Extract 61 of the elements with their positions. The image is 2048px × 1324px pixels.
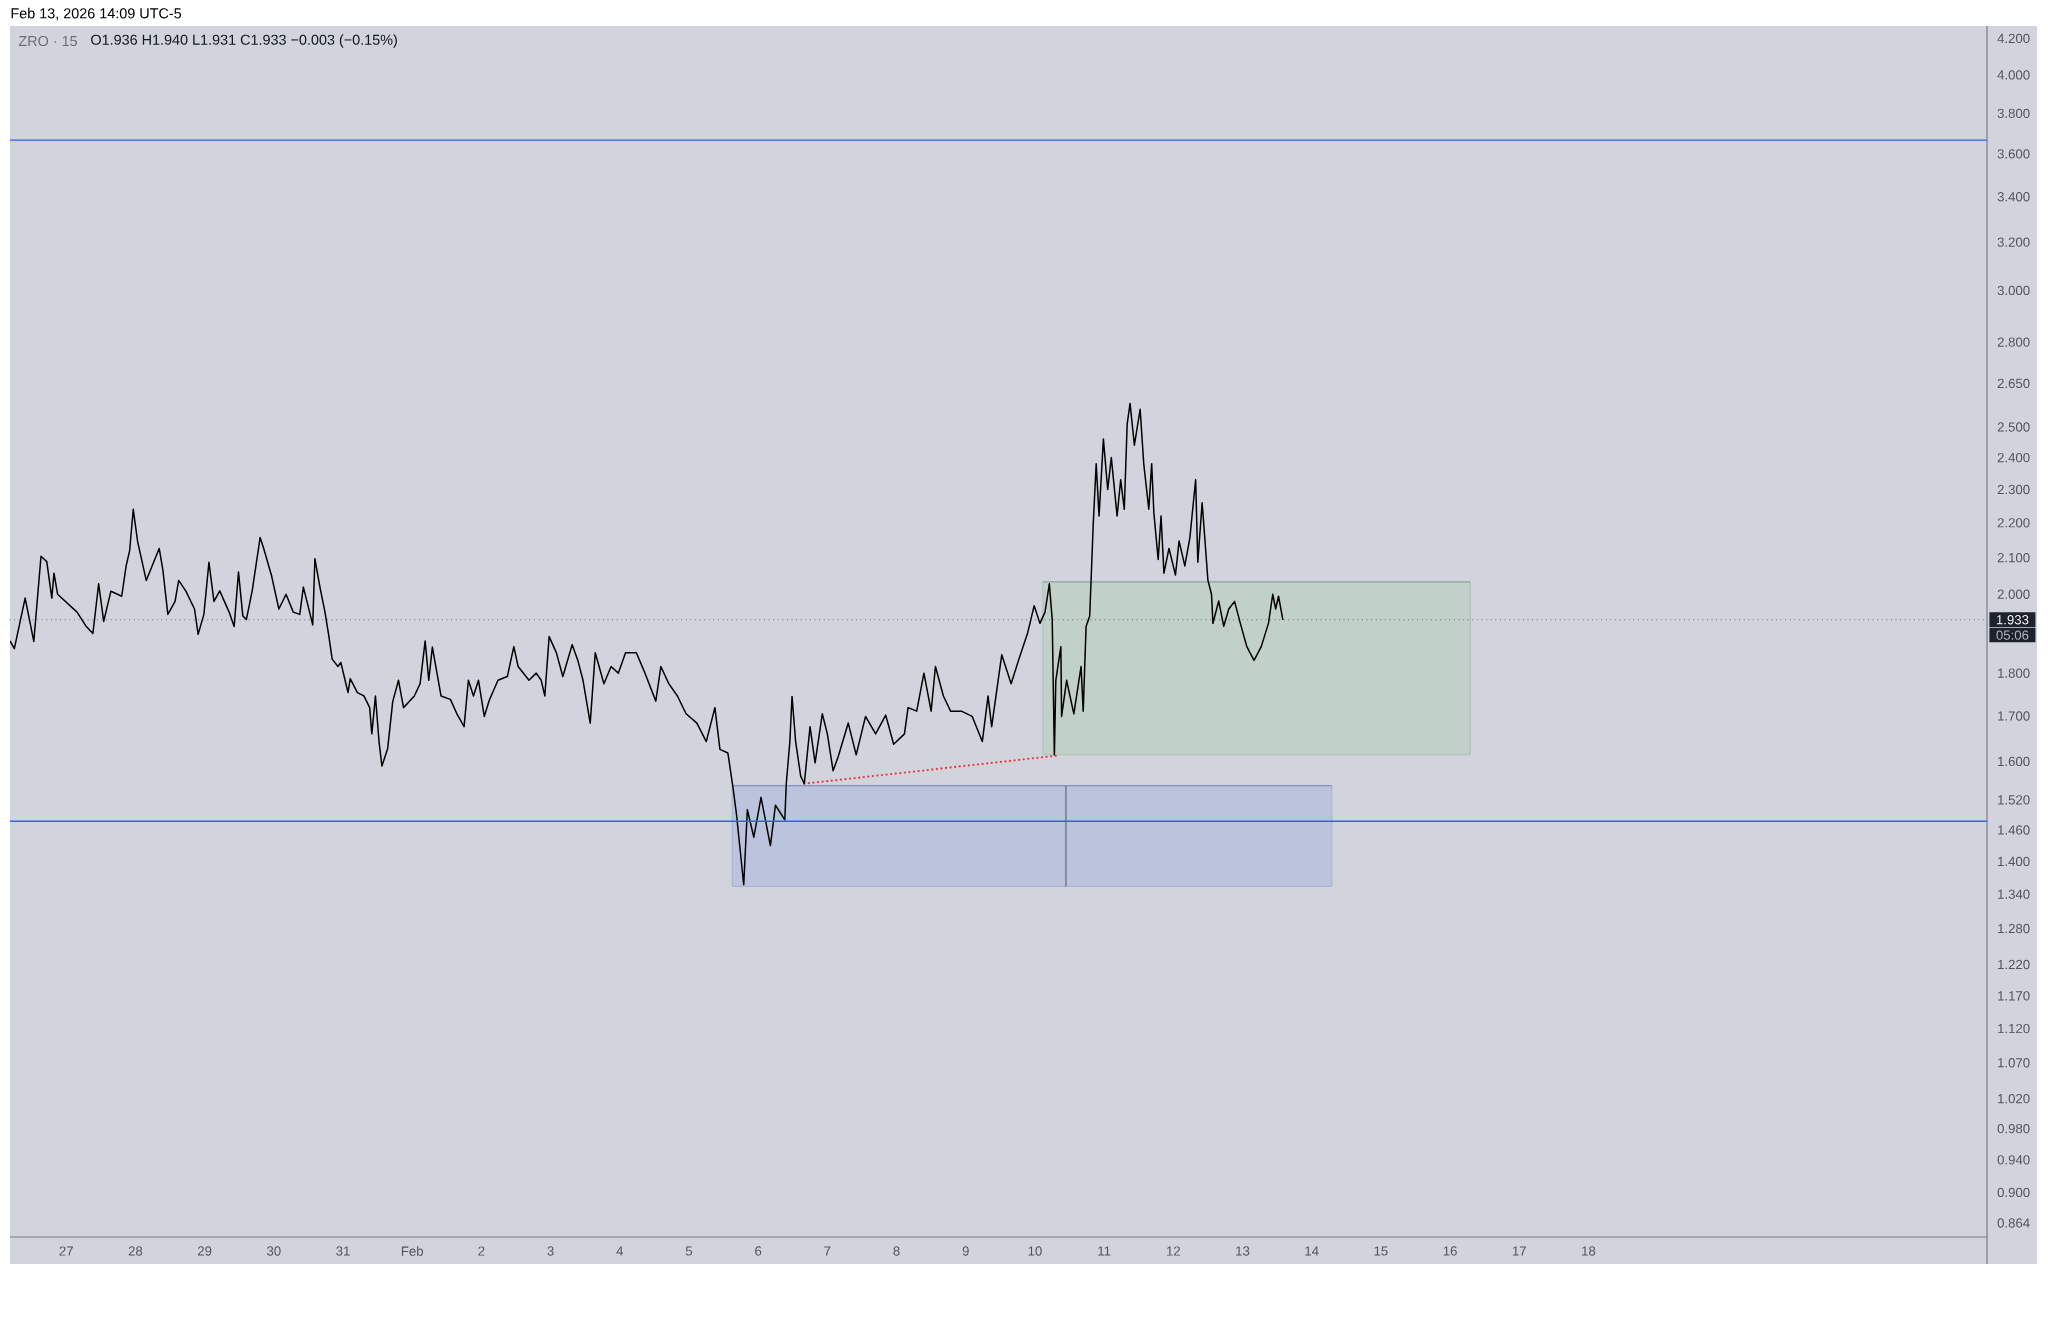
y-tick-label: 1.460 — [1998, 825, 2030, 835]
x-tick-label: 28 — [128, 1246, 143, 1256]
y-tick-label: 3.800 — [1997, 108, 2030, 119]
y-tick-label: 2.100 — [1997, 552, 2030, 563]
y-tick-label: 1.800 — [1998, 668, 2030, 678]
x-tick-label: 4 — [616, 1246, 624, 1256]
text: O1.936 H1.940 L1.931 C1.933 −0.003 (−0.15%) — [91, 34, 397, 48]
x-tick-label: 27 — [59, 1246, 73, 1256]
y-tick-label: 2.400 — [1997, 452, 2030, 463]
y-tick-label: 3.000 — [1997, 285, 2030, 296]
text: Feb 13, 2026 14:09 UTC-5 — [11, 7, 182, 21]
x-tick-label: 3 — [547, 1246, 554, 1256]
y-tick-label: 0.940 — [1997, 1155, 2030, 1165]
y-tick-label: 1.070 — [1998, 1058, 2030, 1068]
y-tick-label: 2.300 — [1997, 484, 2030, 495]
y-tick-label: 2.800 — [1997, 337, 2030, 347]
y-tick-label: 1.700 — [1998, 711, 2030, 721]
x-tick-label: Feb — [401, 1246, 423, 1256]
y-tick-label: 2.200 — [1997, 518, 2030, 528]
y-tick-label: 1.400 — [1998, 856, 2030, 867]
x-tick-label: 13 — [1236, 1246, 1250, 1256]
x-tick-label: 16 — [1443, 1246, 1457, 1256]
y-tick-label: 1.520 — [1998, 795, 2030, 805]
y-tick-label: 4.000 — [1997, 70, 2030, 80]
x-tick-label: 12 — [1166, 1246, 1180, 1256]
x-tick-label: 17 — [1512, 1246, 1526, 1256]
x-tick-label: 5 — [685, 1246, 693, 1256]
x-tick-label: 7 — [824, 1246, 831, 1256]
y-tick-label: 3.400 — [1997, 192, 2030, 202]
y-tick-label: 1.600 — [1998, 756, 2030, 767]
y-tick-label: 2.650 — [1997, 378, 2030, 389]
y-tick-label: 1.340 — [1998, 889, 2030, 899]
y-tick-label: 0.864 — [1997, 1218, 2030, 1228]
y-tick-label: 1.020 — [1998, 1093, 2030, 1104]
y-tick-label: 1.170 — [1998, 991, 2030, 1001]
x-tick-label: 30 — [266, 1246, 281, 1256]
x-tick-label: 29 — [197, 1246, 212, 1256]
ref-line-label: 1.933 — [1996, 615, 2029, 625]
y-tick-label: 1.280 — [1998, 923, 2030, 934]
x-tick-label: 9 — [962, 1246, 969, 1256]
x-tick-label: 11 — [1098, 1246, 1111, 1256]
x-tick-label: 8 — [893, 1246, 900, 1256]
line-series — [10, 402, 1284, 886]
y-tick-label: 4.200 — [1997, 33, 2030, 44]
x-tick-label: 18 — [1582, 1246, 1596, 1256]
x-tick-label: 15 — [1374, 1246, 1388, 1256]
y-tick-label: 0.980 — [1997, 1123, 2030, 1134]
text: 05:06 — [1996, 630, 2029, 640]
x-tick-label: 6 — [755, 1246, 762, 1256]
y-tick-label: 0.900 — [1997, 1187, 2030, 1198]
y-tick-label: 3.200 — [1997, 237, 2030, 247]
x-tick-label: 10 — [1028, 1246, 1042, 1256]
x-tick-label: 31 — [336, 1246, 350, 1256]
text: ZRO · 15 — [18, 35, 77, 47]
y-tick-label: 2.000 — [1997, 589, 2030, 599]
x-tick-label: 2 — [478, 1246, 485, 1256]
x-tick-label: 14 — [1305, 1246, 1319, 1256]
y-tick-label: 2.500 — [1997, 422, 2030, 432]
y-tick-label: 3.600 — [1997, 149, 2030, 159]
y-tick-label: 1.220 — [1998, 959, 2030, 970]
y-tick-label: 1.120 — [1998, 1023, 2030, 1034]
